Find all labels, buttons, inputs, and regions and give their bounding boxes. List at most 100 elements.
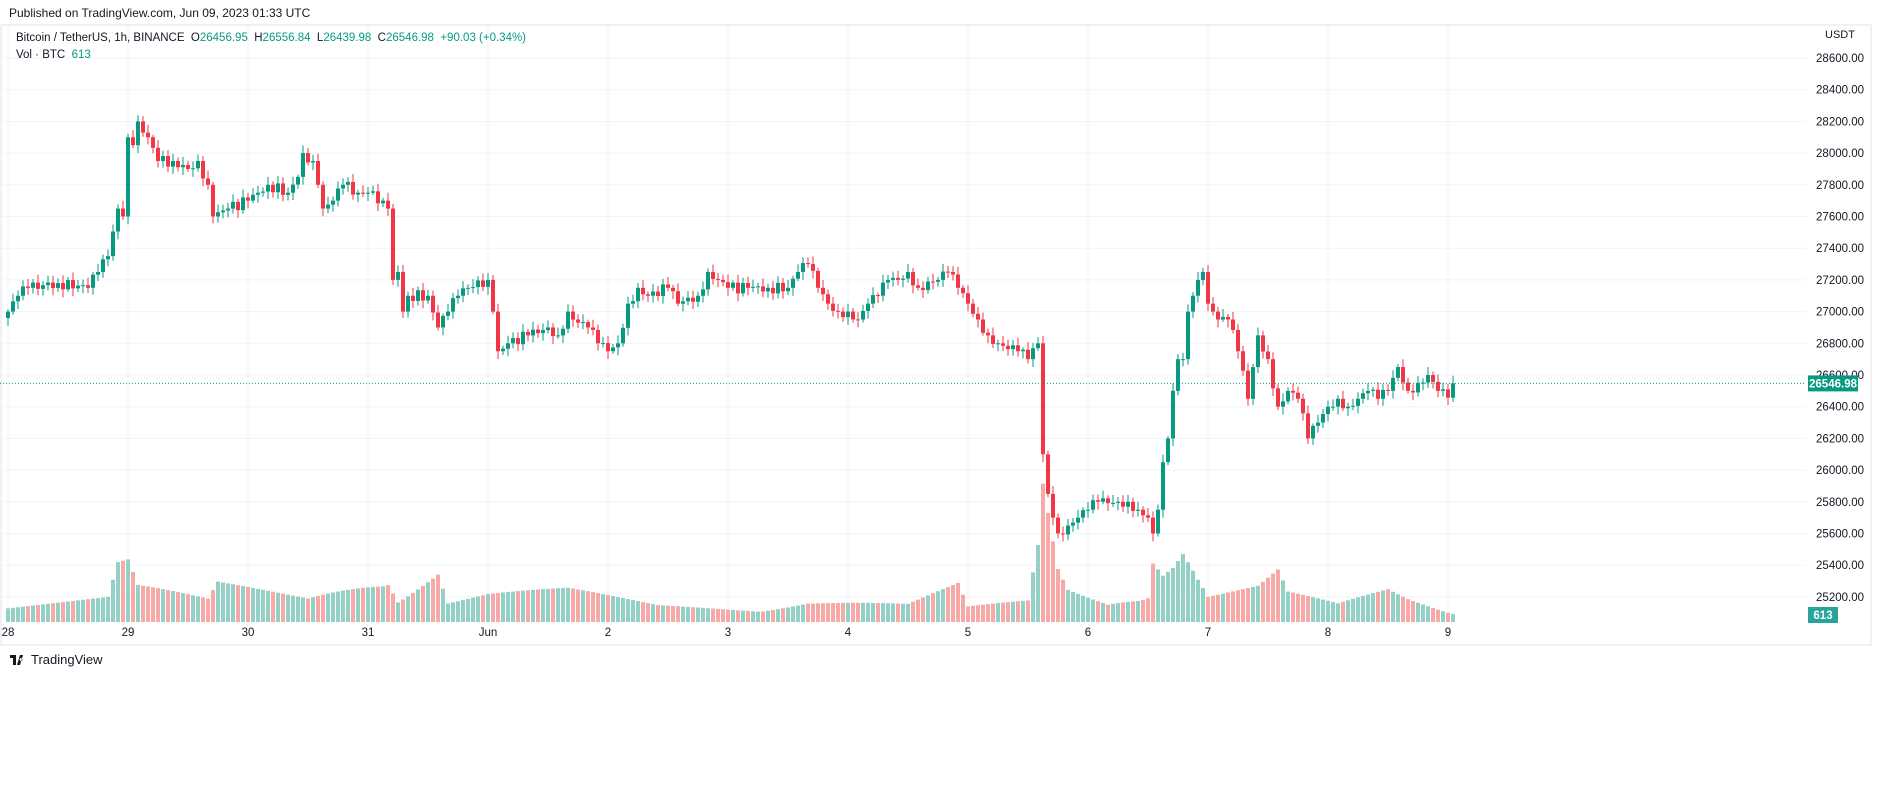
volume-bar [956, 583, 960, 622]
volume-bar [516, 591, 520, 622]
symbol-row: Bitcoin / TetherUS, 1h, BINANCE O26456.9… [16, 30, 526, 47]
candle-body [76, 285, 80, 289]
candle-body [211, 184, 215, 217]
candle-body [1196, 279, 1200, 296]
volume-bar [111, 579, 115, 622]
candle-body [871, 295, 875, 304]
volume-bar [511, 591, 515, 622]
candle-body [306, 153, 310, 163]
candle-body [886, 279, 890, 283]
symbol-title[interactable]: Bitcoin / TetherUS, 1h, BINANCE [16, 32, 185, 44]
volume-bar [651, 604, 655, 622]
volume-bar [1451, 614, 1455, 622]
volume-bar [821, 603, 825, 622]
candle-body [1036, 343, 1040, 349]
volume-bar [431, 578, 435, 622]
volume-bar [676, 606, 680, 622]
volume-bar [591, 592, 595, 622]
volume-bar [981, 604, 985, 622]
candle-body [1186, 311, 1190, 360]
candle-body [866, 303, 870, 311]
volume-bar [696, 607, 700, 622]
candles [6, 115, 1455, 542]
volume-bar [721, 609, 725, 622]
brand-name: TradingView [31, 652, 103, 667]
candle-body [486, 279, 490, 287]
volume-bar [1121, 602, 1125, 622]
volume-bar [341, 590, 345, 622]
volume-bar [406, 596, 410, 622]
time-tick-label: 29 [122, 627, 135, 639]
volume-bar [1161, 575, 1165, 622]
candle-body [516, 338, 520, 345]
tradingview-logo[interactable]: TradingView [10, 652, 103, 667]
volume-bar [481, 595, 485, 622]
candle-body [236, 201, 240, 211]
candle-body [586, 322, 590, 328]
candle-body [1191, 295, 1195, 312]
volume-bar [386, 585, 390, 622]
volume-bar [746, 610, 750, 622]
candle-body [296, 176, 300, 185]
volume-bar [1191, 570, 1195, 622]
volume-bar [536, 589, 540, 622]
volume-bar [1106, 604, 1110, 622]
candle-body [1211, 303, 1215, 312]
candle-body [786, 287, 790, 292]
volume-bar [1246, 588, 1250, 622]
candle-body [6, 311, 10, 318]
candle-body [1316, 422, 1320, 426]
volume-bar [141, 585, 145, 622]
volume-bar [1261, 581, 1265, 622]
candle-body [361, 192, 365, 194]
volume-bar [206, 598, 210, 622]
volume-bar [946, 587, 950, 622]
price-tick-label: 28400.00 [1816, 85, 1864, 97]
volume-bar [1336, 603, 1340, 622]
candle-body [596, 329, 600, 344]
candle-body [1041, 343, 1045, 455]
volume-bar [1441, 611, 1445, 622]
candle-body [1026, 349, 1030, 360]
candle-body [116, 208, 120, 232]
candle-body [616, 343, 620, 348]
candle-body [1266, 351, 1270, 360]
price-tick-label: 25200.00 [1816, 592, 1864, 604]
candle-body [156, 147, 160, 162]
candle-body [776, 282, 780, 294]
volume-bar [71, 600, 75, 622]
candle-body [281, 183, 285, 195]
candle-body [796, 271, 800, 279]
volume-bar [656, 605, 660, 622]
candle-body [826, 294, 830, 304]
price-tick-label: 27200.00 [1816, 275, 1864, 287]
candle-body [416, 290, 420, 301]
volume-bar [421, 585, 425, 622]
volume-bar [41, 604, 45, 622]
volume-bar [871, 602, 875, 622]
candle-body [1206, 271, 1210, 304]
candle-body [1146, 515, 1150, 518]
last-volume-label: 613 [1813, 610, 1832, 622]
volume-bar [1116, 603, 1120, 622]
volume-bar [151, 587, 155, 622]
volume-title[interactable]: Vol · BTC [16, 49, 66, 61]
candle-body [751, 286, 755, 288]
volume-bar [1231, 591, 1235, 622]
volume-bar [786, 607, 790, 622]
candle-body [701, 289, 705, 296]
volume-bar [31, 605, 35, 622]
volume-bar [916, 599, 920, 622]
volume-bar [291, 595, 295, 622]
volume-bar [1176, 561, 1180, 622]
open-label: O [190, 32, 200, 44]
candle-body [251, 194, 255, 201]
volume-bar [1376, 591, 1380, 622]
volume-bar [106, 596, 110, 622]
time-tick-label: 3 [725, 627, 731, 639]
candle-body [111, 231, 115, 257]
candle-body [731, 282, 735, 288]
volume-bar [951, 585, 955, 622]
candle-body [421, 290, 425, 301]
